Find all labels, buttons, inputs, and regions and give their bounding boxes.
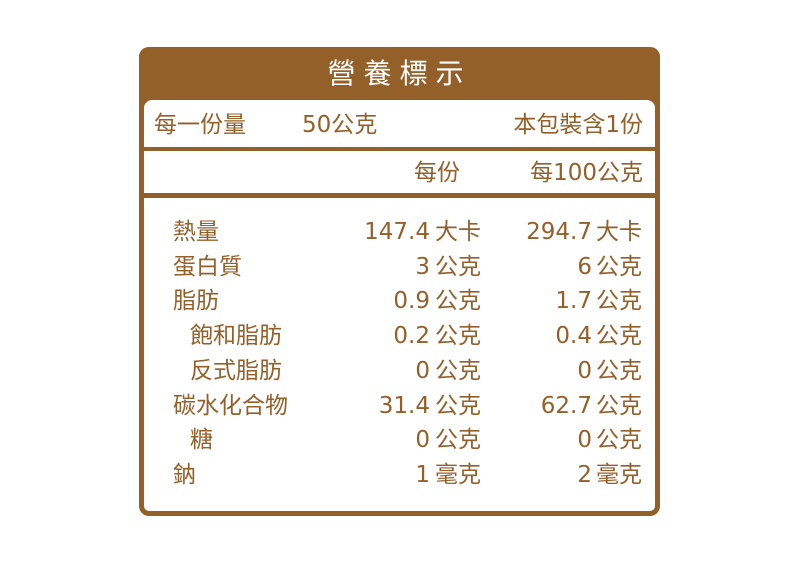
per-100g-unit: 公克 <box>596 323 642 350</box>
per-serving-value: 147.4 <box>364 219 430 245</box>
per-100g-value: 2 <box>577 461 592 488</box>
per-serving-unit: 公克 <box>435 427 481 454</box>
per-serving-value: 0 <box>415 427 430 454</box>
serving-size-value: 50公克 <box>302 112 378 138</box>
per-serving-unit: 公克 <box>435 357 481 384</box>
per-serving-value: 3 <box>415 253 430 280</box>
per-serving-value: 0.2 <box>393 323 430 350</box>
per-100g-value: 0 <box>577 427 592 454</box>
per-100g-unit: 公克 <box>596 392 642 419</box>
servings-per-package: 本包裝含1份 <box>513 112 643 138</box>
per-100g-value: 0 <box>577 357 592 384</box>
per-100g-value: 6 <box>577 253 592 280</box>
per-serving-unit: 公克 <box>435 253 481 280</box>
column-per-100g: 每100公克 <box>530 160 643 186</box>
per-serving-unit: 公克 <box>435 392 481 419</box>
nutrition-label <box>139 47 660 516</box>
per-100g-unit: 公克 <box>596 253 642 280</box>
per-100g-unit: 大卡 <box>596 219 642 245</box>
header-inner-corner <box>144 100 655 108</box>
nutrient-name: 脂肪 <box>173 288 219 315</box>
divider <box>144 147 655 151</box>
label-title: 營養標示 <box>139 47 660 100</box>
per-serving-value: 0 <box>415 357 430 384</box>
per-100g-unit: 公克 <box>596 357 642 384</box>
per-100g-unit: 公克 <box>596 427 642 454</box>
per-serving-unit: 公克 <box>435 323 481 350</box>
nutrient-name: 蛋白質 <box>173 253 242 280</box>
per-100g-value: 0.4 <box>555 323 592 350</box>
per-100g-unit: 公克 <box>596 288 642 315</box>
nutrient-name: 熱量 <box>173 219 219 245</box>
nutrient-name: 糖 <box>190 427 213 454</box>
per-serving-value: 1 <box>415 461 430 488</box>
serving-size-label: 每一份量 <box>154 112 246 138</box>
per-serving-unit: 公克 <box>435 288 481 315</box>
per-100g-value: 294.7 <box>526 219 592 245</box>
divider <box>144 193 655 198</box>
per-100g-value: 1.7 <box>555 288 592 315</box>
per-serving-value: 0.9 <box>393 288 430 315</box>
per-serving-value: 31.4 <box>378 392 430 419</box>
column-per-serving: 每份 <box>414 160 460 186</box>
per-100g-unit: 毫克 <box>596 461 642 488</box>
per-serving-unit: 毫克 <box>435 461 481 488</box>
per-serving-unit: 大卡 <box>435 219 481 245</box>
nutrient-name: 鈉 <box>173 461 196 488</box>
nutrient-name: 碳水化合物 <box>173 392 288 419</box>
per-100g-value: 62.7 <box>540 392 592 419</box>
nutrient-name: 飽和脂肪 <box>190 323 282 350</box>
nutrient-name: 反式脂肪 <box>190 357 282 384</box>
